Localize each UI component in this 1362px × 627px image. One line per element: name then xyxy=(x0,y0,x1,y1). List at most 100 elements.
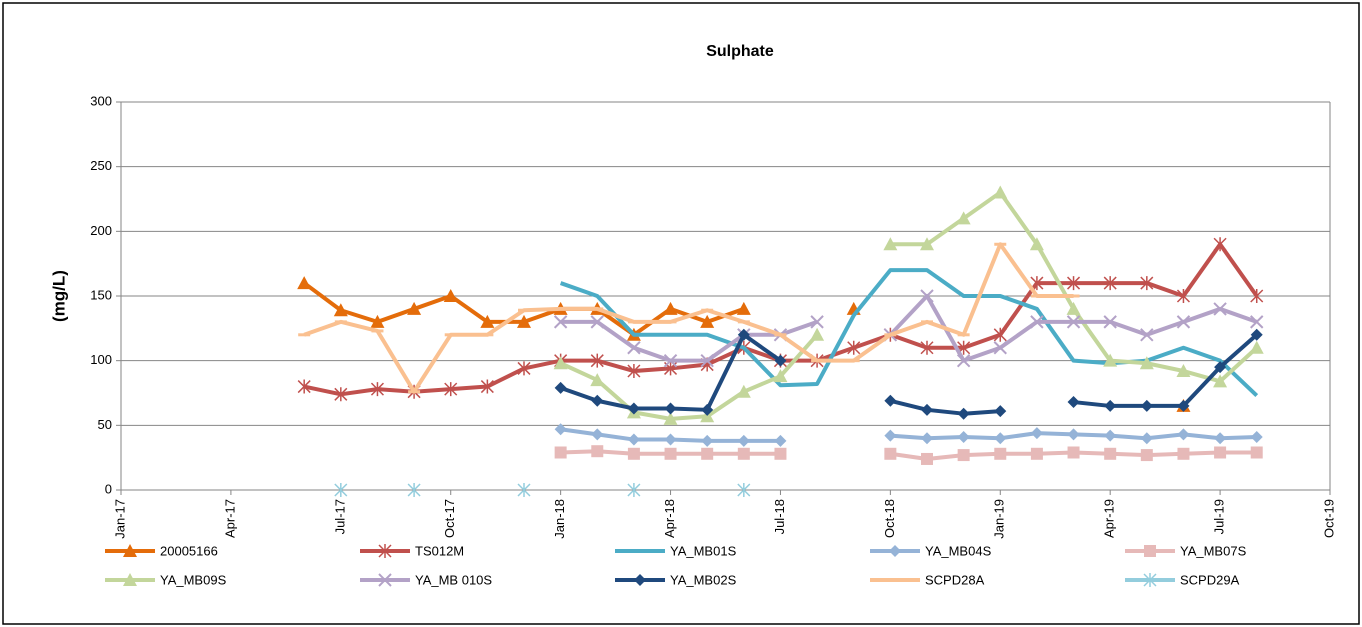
marker xyxy=(1140,328,1154,342)
x-tick-label: Jul-18 xyxy=(772,499,787,534)
marker xyxy=(1030,315,1044,329)
x-tick-label: Jan-19 xyxy=(992,499,1007,539)
y-tick-label: 300 xyxy=(90,93,112,108)
x-tick-label: Oct-18 xyxy=(882,499,897,538)
marker xyxy=(1249,340,1264,354)
marker xyxy=(737,447,750,460)
legend-marker xyxy=(634,574,646,586)
legend-label: YA_MB02S xyxy=(670,572,737,587)
marker xyxy=(1140,449,1153,462)
marker xyxy=(994,447,1007,460)
marker xyxy=(884,394,897,407)
marker xyxy=(370,314,385,328)
y-axis-label: (mg/L) xyxy=(49,270,68,322)
marker xyxy=(1213,237,1227,252)
x-tick-label: Jan-18 xyxy=(552,499,567,539)
marker xyxy=(773,369,788,383)
marker xyxy=(591,445,604,458)
marker xyxy=(736,301,751,315)
marker xyxy=(1177,428,1190,441)
marker xyxy=(1214,446,1227,459)
marker xyxy=(810,327,825,341)
legend-marker xyxy=(1144,545,1156,557)
marker xyxy=(1213,374,1228,388)
legend-label: YA_MB01S xyxy=(670,543,737,558)
y-tick-label: 250 xyxy=(90,158,112,173)
marker xyxy=(590,373,605,387)
marker xyxy=(480,314,495,328)
marker xyxy=(701,447,714,460)
marker xyxy=(737,434,750,447)
marker xyxy=(627,341,641,355)
marker xyxy=(1029,237,1044,251)
marker xyxy=(663,301,678,315)
marker xyxy=(993,327,1007,342)
marker xyxy=(884,429,897,442)
marker xyxy=(957,407,970,420)
legend-marker xyxy=(1143,573,1157,587)
marker xyxy=(1213,302,1227,316)
legend-label: TS012M xyxy=(415,543,464,558)
marker xyxy=(774,434,787,447)
legend-label: SCPD28A xyxy=(925,572,985,587)
marker xyxy=(1067,428,1080,441)
marker xyxy=(1176,364,1191,378)
legend-marker xyxy=(378,573,392,587)
marker xyxy=(517,314,531,328)
marker xyxy=(1067,446,1080,459)
marker xyxy=(957,449,970,462)
marker xyxy=(1214,361,1227,374)
marker xyxy=(591,394,604,407)
x-tick-label: Oct-19 xyxy=(1321,499,1336,538)
marker xyxy=(1176,315,1191,329)
marker xyxy=(554,446,567,459)
x-tick-label: Jan-17 xyxy=(112,499,127,539)
marker xyxy=(297,276,312,290)
marker xyxy=(994,405,1007,418)
y-tick-label: 150 xyxy=(90,287,112,302)
marker xyxy=(1066,315,1081,329)
marker xyxy=(444,382,458,397)
marker xyxy=(700,314,715,328)
marker xyxy=(664,402,677,415)
x-tick-label: Apr-19 xyxy=(1102,499,1117,538)
marker xyxy=(627,483,641,497)
marker xyxy=(1104,447,1117,460)
marker xyxy=(847,340,861,355)
x-tick-label: Jul-17 xyxy=(332,499,347,534)
marker xyxy=(1104,399,1117,412)
marker xyxy=(810,315,824,329)
marker xyxy=(1067,396,1080,409)
marker xyxy=(920,289,934,303)
marker xyxy=(774,354,787,367)
marker xyxy=(480,379,494,394)
marker xyxy=(920,340,934,355)
x-tick-label: Oct-17 xyxy=(442,499,457,538)
y-tick-label: 50 xyxy=(98,417,112,432)
marker xyxy=(553,315,568,329)
marker xyxy=(553,356,568,370)
marker xyxy=(921,403,933,416)
marker xyxy=(663,411,678,425)
legend-marker xyxy=(123,544,137,557)
marker xyxy=(627,447,640,460)
marker xyxy=(736,384,751,398)
y-tick-label: 100 xyxy=(90,352,112,367)
legend-label: YA_MB 010S xyxy=(415,572,492,587)
marker xyxy=(1066,301,1081,315)
marker xyxy=(334,387,348,402)
x-tick-label: Apr-18 xyxy=(662,499,677,538)
marker xyxy=(737,483,751,497)
marker xyxy=(664,433,677,446)
marker xyxy=(407,483,421,497)
marker xyxy=(1140,432,1153,445)
marker xyxy=(1177,447,1190,460)
marker xyxy=(701,403,714,416)
marker xyxy=(1214,432,1227,445)
marker xyxy=(1140,276,1154,291)
marker xyxy=(883,237,898,251)
marker xyxy=(994,432,1007,445)
